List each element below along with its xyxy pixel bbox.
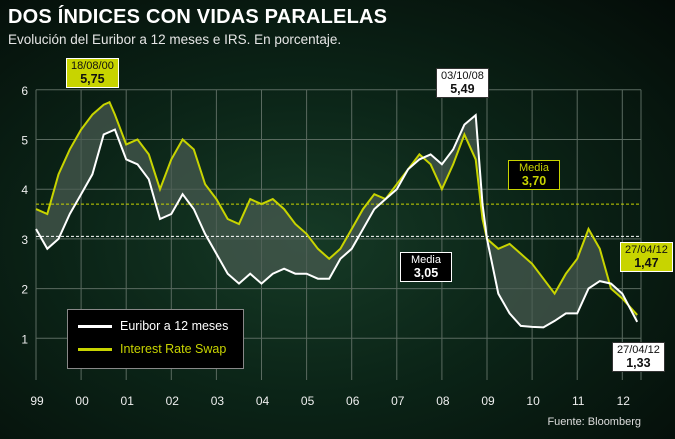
chart-subtitle: Evolución del Euribor a 12 meses e IRS. … bbox=[8, 32, 342, 47]
series-line-euribor bbox=[35, 113, 639, 329]
y-tick-label: 4 bbox=[21, 183, 28, 197]
x-tick-label: 09 bbox=[481, 394, 495, 408]
y-tick-label: 6 bbox=[21, 84, 28, 98]
legend-item-euribor: Euribor a 12 meses bbox=[78, 319, 228, 333]
source-note: Fuente: Bloomberg bbox=[547, 416, 641, 428]
legend-label-euribor: Euribor a 12 meses bbox=[120, 319, 229, 333]
x-tick-label: 04 bbox=[256, 394, 270, 408]
legend-swatch-irs bbox=[78, 348, 112, 352]
annotation-euribor-last: 27/04/12 1,33 bbox=[612, 342, 665, 372]
legend-label-irs: Interest Rate Swap bbox=[120, 342, 227, 356]
y-tick-label: 2 bbox=[21, 283, 28, 297]
x-tick-label: 12 bbox=[617, 394, 631, 408]
annotation-irs-peak: 18/08/00 5,75 bbox=[66, 58, 119, 88]
annotation-euribor-peak: 03/10/08 5,49 bbox=[436, 68, 489, 98]
x-tick-label: 00 bbox=[75, 394, 89, 408]
area-between-series bbox=[36, 102, 638, 328]
x-tick-label: 08 bbox=[436, 394, 450, 408]
x-tick-label: 03 bbox=[211, 394, 225, 408]
x-tick-label: 07 bbox=[391, 394, 405, 408]
x-tick-label: 11 bbox=[572, 394, 585, 408]
x-tick-label: 99 bbox=[30, 394, 44, 408]
x-tick-label: 05 bbox=[301, 394, 315, 408]
annotation-irs-last: 27/04/12 1,47 bbox=[620, 242, 673, 272]
x-tick-label: 01 bbox=[121, 394, 135, 408]
x-tick-label: 06 bbox=[346, 394, 360, 408]
x-tick-label: 10 bbox=[526, 394, 540, 408]
legend: Euribor a 12 meses Interest Rate Swap bbox=[67, 309, 244, 369]
y-tick-label: 1 bbox=[21, 332, 28, 346]
legend-item-irs: Interest Rate Swap bbox=[78, 342, 226, 356]
annotation-euribor-mean: Media 3,05 bbox=[400, 252, 452, 282]
y-tick-label: 5 bbox=[21, 134, 28, 148]
legend-swatch-euribor bbox=[78, 325, 112, 329]
series-line-irs bbox=[35, 100, 638, 316]
chart-title: DOS ÍNDICES CON VIDAS PARALELAS bbox=[8, 6, 388, 28]
x-tick-label: 02 bbox=[166, 394, 180, 408]
y-tick-label: 3 bbox=[21, 233, 28, 247]
annotation-irs-mean: Media 3,70 bbox=[508, 160, 560, 190]
